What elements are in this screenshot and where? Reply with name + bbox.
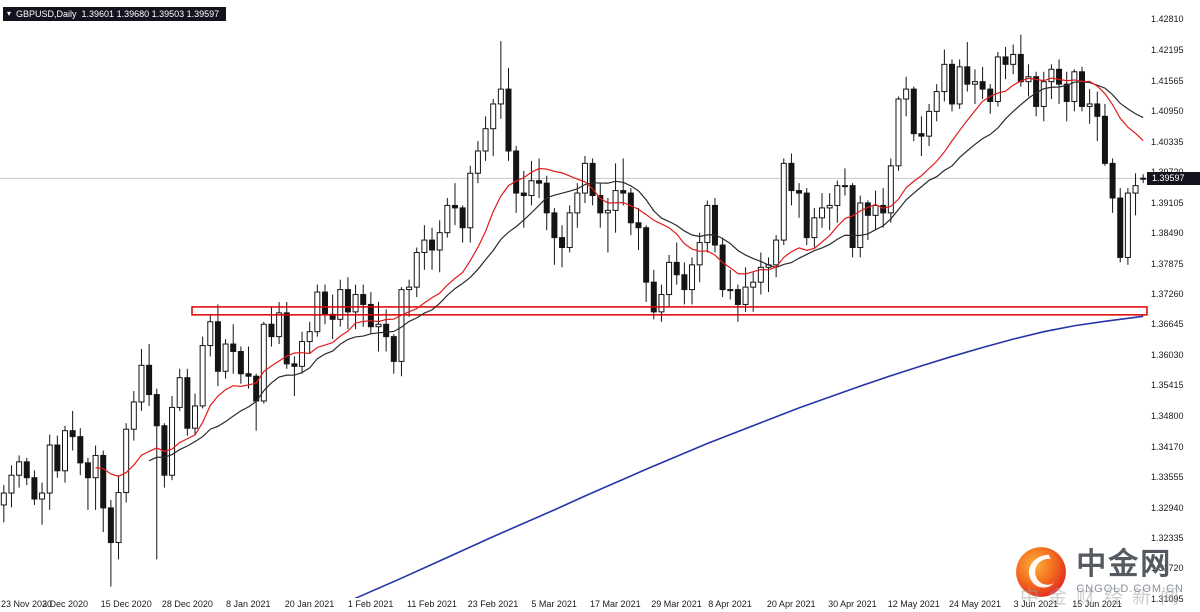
price-axis-label: 1.34800 [1151,410,1184,421]
price-axis-label: 1.35415 [1151,380,1184,391]
time-axis-label: 20 Jan 2021 [284,599,335,609]
time-axis-label: 8 Jan 2021 [226,599,271,609]
price-axis-label: 1.36645 [1151,319,1184,330]
price-axis-label: 1.37260 [1151,289,1184,300]
time-axis-label: 29 Mar 2021 [651,599,702,609]
time-axis-label: 15 Jun 2021 [1072,599,1122,609]
price-axis-label: 1.31095 [1151,594,1184,605]
collapse-arrow-icon[interactable]: ▾ [7,9,12,18]
time-axis-label: 3 Dec 2020 [41,599,89,609]
time-axis[interactable]: 23 Nov 2020 3 Dec 2020 15 Dec 2020 28 Dec 2… [0,598,1147,612]
price-axis-label: 1.41565 [1151,75,1184,86]
time-axis-label: 5 Mar 2021 [531,599,577,609]
price-axis-label: 1.31720 [1151,563,1184,574]
ma-long-line[interactable] [339,315,1144,606]
price-axis-label: 1.36030 [1151,349,1184,360]
ma-slow-line[interactable] [148,81,1144,462]
ma-fast-line[interactable] [95,77,1144,477]
cngold-logo-icon [1016,547,1067,597]
price-axis-label: 1.42195 [1151,44,1184,55]
price-axis-label: 1.40950 [1151,106,1184,117]
price-axis-label: 1.32335 [1151,532,1184,543]
time-axis-label: 23 Feb 2021 [467,599,519,609]
candles [0,34,1147,587]
price-axis-label: 1.42810 [1151,14,1184,25]
time-axis-label: 3 Jun 2021 [1013,599,1059,609]
current-price-tag: 1.39597 [1147,171,1200,185]
price-axis-label: 1.38490 [1151,228,1184,239]
time-axis-label: 8 Apr 2021 [708,599,752,609]
cngold-watermark: 中金财经新闻 中金网 CNGOLD.COM.CN [1015,546,1184,608]
site-domain: CNGOLD.COM.CN [1076,582,1184,595]
time-axis-label: 17 Mar 2021 [590,599,641,609]
price-axis-label: 1.40335 [1151,136,1184,147]
time-axis-label: 30 Apr 2021 [828,599,877,609]
price-axis[interactable]: 1.428101.421951.415651.409501.403351.397… [1149,0,1200,612]
time-axis-label: 1 Feb 2021 [347,599,394,609]
time-axis-label: 23 Nov 2020 [1,599,53,609]
time-axis-label: 15 Dec 2020 [100,599,152,609]
price-axis-label: 1.33555 [1151,472,1184,483]
chart-title-bar: ▾ GBPUSD,Daily 1.39601 1.39680 1.39503 1… [3,7,227,21]
time-axis-label: 28 Dec 2020 [161,599,213,609]
watermark-background-text: 中金财经新闻 [1019,587,1188,608]
time-axis-label: 11 Feb 2021 [407,599,457,609]
price-axis-label: 1.37875 [1151,258,1184,269]
site-name-cn: 中金网 [1076,547,1173,581]
price-axis-label: 1.32940 [1151,502,1184,513]
price-axis-label: 1.39105 [1151,197,1184,208]
support-zone-rectangle[interactable] [191,306,1148,316]
price-axis-label: 1.34170 [1151,442,1184,452]
time-axis-label: 20 Apr 2021 [766,599,816,609]
ohlc-values: 1.39601 1.39680 1.39503 1.39597 [81,9,220,19]
time-axis-label: 12 May 2021 [887,599,940,609]
symbol-period-label: GBPUSD,Daily [16,9,77,19]
time-axis-label: 24 May 2021 [948,599,1001,609]
